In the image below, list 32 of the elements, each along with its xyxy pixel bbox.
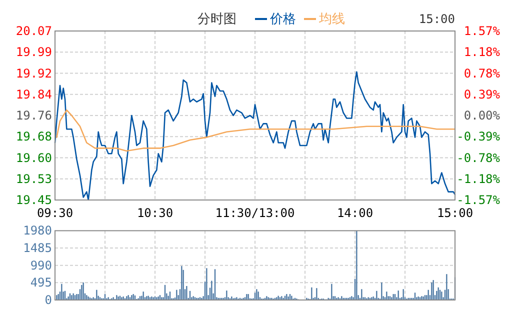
y-tick-label: 19.76 xyxy=(16,108,52,122)
legend-label: 均线 xyxy=(318,12,345,27)
y-tick-label: 19.92 xyxy=(16,66,52,80)
y2-tick-label: -1.18% xyxy=(456,172,501,186)
y-tick-label: 1980 xyxy=(23,224,52,238)
y-tick-label: 495 xyxy=(30,276,52,290)
y-tick-label: 19.68 xyxy=(16,130,52,144)
y2-tick-label: -0.39% xyxy=(456,130,501,144)
y-tick-label: 990 xyxy=(30,258,52,272)
y-tick-label: 1485 xyxy=(23,241,52,256)
y2-tick-label: 1.18% xyxy=(464,45,501,60)
y2-tick-label: -0.78% xyxy=(456,150,501,165)
y2-tick-label: 1.57% xyxy=(464,24,501,38)
x-tick-label: 09:30 xyxy=(36,206,74,220)
y-tick-label: 19.60 xyxy=(16,150,52,165)
y-tick-label: 19.99 xyxy=(16,45,52,60)
text: 15:00 xyxy=(418,12,455,26)
y2-tick-label: 0.39% xyxy=(464,87,501,102)
y-tick-label: 19.84 xyxy=(16,87,52,102)
y-tick-label: 20.07 xyxy=(16,24,52,38)
y-tick-label: 19.53 xyxy=(16,172,52,186)
x-tick-label: 14:00 xyxy=(336,206,374,220)
x-tick-label: 15:00 xyxy=(436,206,474,220)
x-tick-label: 11:30/13:00 xyxy=(215,206,295,220)
y2-tick-label: -1.57% xyxy=(456,193,501,207)
y-tick-label: 19.45 xyxy=(16,193,52,207)
legend-label: 价格 xyxy=(269,12,296,27)
x-tick-label: 10:30 xyxy=(136,206,174,220)
y2-tick-label: 0.00% xyxy=(464,108,501,122)
y2-tick-label: 0.78% xyxy=(464,66,501,80)
y-tick-label: 0 xyxy=(44,293,52,307)
chart-title: 分时图 xyxy=(198,12,236,27)
